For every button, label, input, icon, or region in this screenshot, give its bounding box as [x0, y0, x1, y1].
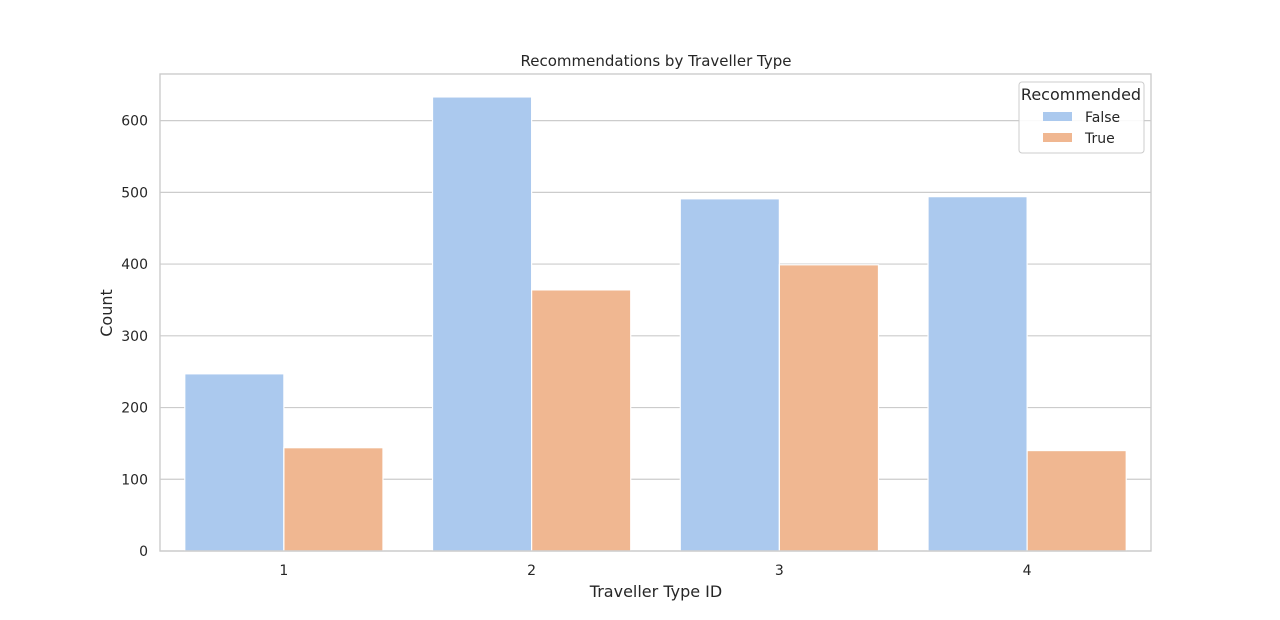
- legend-label-false: False: [1085, 110, 1120, 126]
- legend-label-true: True: [1084, 131, 1115, 147]
- y-tick-label: 600: [121, 114, 148, 130]
- y-tick-label: 0: [139, 544, 148, 560]
- y-axis-label: Count: [97, 289, 116, 337]
- bar-false-4: [927, 196, 1028, 552]
- y-tick-label: 500: [121, 185, 148, 201]
- bar-true-4: [1026, 449, 1127, 552]
- legend: Recommended False True: [1018, 81, 1145, 154]
- y-tick-label: 200: [121, 401, 148, 417]
- legend-swatch-false: [1043, 112, 1072, 121]
- y-tick-label: 400: [121, 257, 148, 273]
- x-tick-label: 3: [775, 563, 784, 579]
- bar-true-1: [283, 447, 384, 552]
- legend-title: Recommended: [1021, 85, 1141, 104]
- bar-true-2: [531, 289, 632, 552]
- x-tick-label: 4: [1023, 563, 1032, 579]
- bar-false-1: [184, 373, 285, 552]
- bar-false-2: [431, 96, 533, 552]
- x-axis-label: Traveller Type ID: [589, 582, 722, 601]
- plot-frame: [159, 73, 1152, 552]
- chart-title: Recommendations by Traveller Type: [521, 52, 792, 70]
- legend-swatch-true: [1043, 133, 1072, 142]
- y-tick-label: 300: [121, 329, 148, 345]
- y-tick-label: 100: [121, 472, 148, 488]
- x-tick-label: 1: [279, 563, 288, 579]
- x-axis-ticks: 1 2 3 4: [279, 563, 1031, 579]
- y-axis-ticks: 0 100 200 300 400 500 600: [121, 114, 148, 560]
- bar-false-3: [679, 198, 780, 552]
- x-tick-label: 2: [527, 563, 536, 579]
- bar-true-3: [778, 264, 880, 552]
